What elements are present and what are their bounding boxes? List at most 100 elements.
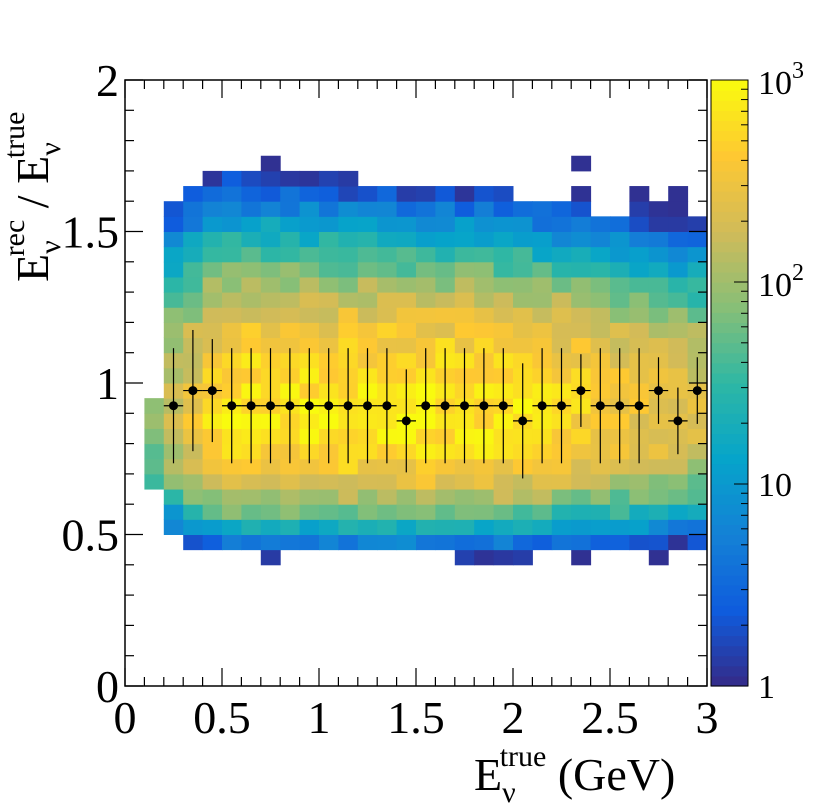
heatmap-cell bbox=[377, 261, 398, 278]
heatmap-cell bbox=[260, 216, 281, 232]
heatmap-cell bbox=[416, 201, 436, 217]
heatmap-cell bbox=[590, 307, 611, 323]
colorbar-swatch bbox=[711, 504, 748, 515]
heatmap-cell bbox=[280, 170, 301, 187]
colorbar-swatch bbox=[711, 383, 748, 394]
colorbar-swatch bbox=[711, 605, 748, 616]
heatmap-cell bbox=[493, 519, 514, 535]
heatmap-cell bbox=[668, 292, 689, 308]
heatmap-cell bbox=[648, 443, 669, 460]
heatmap-cell bbox=[338, 261, 359, 278]
heatmap-cell bbox=[222, 246, 242, 263]
heatmap-cell bbox=[648, 216, 669, 232]
heatmap-cell bbox=[357, 473, 378, 490]
colorbar-swatch bbox=[711, 514, 748, 525]
heatmap-cell bbox=[241, 534, 262, 551]
heatmap-cell bbox=[241, 170, 262, 187]
colorbar-label-1: 1 bbox=[758, 669, 775, 706]
heatmap-cell bbox=[260, 155, 281, 172]
heatmap-cell bbox=[202, 322, 223, 339]
heatmap-cell bbox=[280, 261, 301, 278]
heatmap-cell bbox=[319, 231, 339, 248]
heatmap-cell bbox=[668, 186, 689, 202]
heatmap-cell bbox=[513, 216, 533, 232]
heatmap-cell bbox=[319, 307, 339, 323]
heatmap-cell bbox=[493, 534, 514, 551]
heatmap-cell bbox=[551, 519, 572, 535]
heatmap-cell bbox=[222, 504, 242, 520]
heatmap-cell bbox=[377, 473, 398, 490]
heatmap-cell bbox=[299, 261, 320, 278]
heatmap-cell bbox=[144, 413, 165, 429]
heatmap-cell bbox=[396, 186, 417, 202]
heatmap-cell bbox=[551, 504, 572, 520]
heatmap-cell bbox=[454, 307, 475, 323]
heatmap-cell bbox=[377, 246, 398, 263]
y-tick-label: 2 bbox=[96, 55, 119, 106]
heatmap-cell bbox=[493, 307, 514, 323]
heatmap-cell bbox=[319, 504, 339, 520]
heatmap-cell bbox=[629, 489, 650, 505]
heatmap-cell bbox=[474, 307, 495, 323]
heatmap-cell bbox=[668, 534, 689, 551]
heatmap-cell bbox=[629, 231, 650, 248]
heatmap-cell bbox=[571, 489, 592, 505]
heatmap-cell bbox=[396, 534, 417, 551]
heatmap-cell bbox=[222, 186, 242, 202]
heatmap-cell bbox=[396, 276, 417, 293]
colorbar-swatch bbox=[711, 524, 748, 536]
heatmap-cell bbox=[648, 307, 669, 323]
heatmap-cell bbox=[202, 216, 223, 232]
heatmap-cell bbox=[513, 276, 533, 293]
profile-point bbox=[479, 401, 489, 411]
heatmap-cell bbox=[493, 473, 514, 490]
heatmap-cell bbox=[222, 489, 242, 505]
heatmap-cell bbox=[319, 276, 339, 293]
heatmap-cell bbox=[183, 504, 204, 520]
heatmap-cell bbox=[299, 504, 320, 520]
heatmap-cell bbox=[396, 352, 417, 369]
heatmap-cell bbox=[493, 246, 514, 263]
heatmap-cell bbox=[474, 201, 495, 217]
heatmap-cell bbox=[396, 246, 417, 263]
heatmap-cell bbox=[338, 307, 359, 323]
heatmap-cell bbox=[183, 231, 204, 248]
heatmap-cell bbox=[629, 261, 650, 278]
heatmap-cell bbox=[241, 489, 262, 505]
heatmap-cell bbox=[551, 489, 572, 505]
colorbar-swatch bbox=[711, 413, 748, 424]
heatmap-cell bbox=[571, 231, 592, 248]
heatmap-cell bbox=[241, 504, 262, 520]
heatmap-cell bbox=[222, 458, 242, 475]
heatmap-cell bbox=[435, 201, 456, 217]
colorbar-swatch bbox=[711, 362, 748, 374]
heatmap-cell bbox=[571, 428, 592, 445]
profile-point bbox=[227, 401, 237, 411]
colorbar-swatch bbox=[711, 332, 748, 344]
heatmap-cell bbox=[260, 292, 281, 308]
heatmap-cell bbox=[551, 322, 572, 339]
heatmap-cell bbox=[610, 261, 630, 278]
heatmap-cell bbox=[454, 216, 475, 232]
heatmap-cell bbox=[319, 337, 339, 354]
heatmap-cell bbox=[648, 337, 669, 354]
colorbar-swatch bbox=[711, 150, 748, 162]
colorbar-swatch bbox=[711, 615, 748, 626]
heatmap-cell bbox=[183, 534, 204, 551]
profile-point bbox=[363, 401, 372, 411]
heatmap-cell bbox=[668, 504, 689, 520]
colorbar-swatch bbox=[711, 120, 748, 132]
heatmap-cell bbox=[648, 534, 669, 551]
heatmap-cell bbox=[551, 473, 572, 490]
heatmap-cell bbox=[377, 186, 398, 202]
heatmap-cell bbox=[319, 292, 339, 308]
heatmap-cell bbox=[668, 367, 689, 384]
heatmap-cell bbox=[163, 519, 184, 535]
heatmap-cell bbox=[532, 276, 553, 293]
heatmap-cell bbox=[571, 276, 592, 293]
heatmap-cell bbox=[299, 307, 320, 323]
colorbar-swatch bbox=[711, 140, 748, 152]
colorbar-swatch bbox=[711, 90, 748, 101]
colorbar-swatch bbox=[711, 625, 748, 637]
colorbar-swatch bbox=[711, 160, 748, 172]
